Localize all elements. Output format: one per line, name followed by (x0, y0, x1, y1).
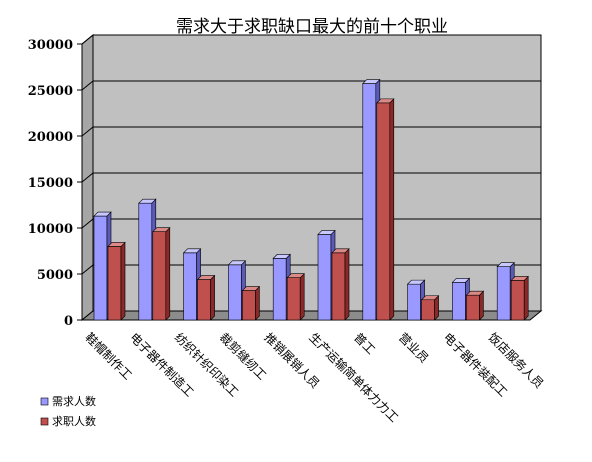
bar-front (510, 280, 525, 321)
gridline (81, 34, 541, 45)
bar-side (523, 275, 529, 321)
bar-front (272, 258, 287, 321)
bar-front (331, 252, 346, 321)
bar-top (331, 248, 350, 254)
bar-series-2 (376, 98, 395, 321)
bar-top (107, 242, 126, 247)
bar-front (376, 102, 391, 321)
bar-top (496, 262, 515, 267)
bar-top (451, 277, 471, 283)
bar-series-2 (152, 226, 171, 321)
bar-side (479, 290, 484, 321)
x-category-label: 鞋帽制作工 (82, 330, 135, 383)
bar-side (165, 226, 171, 321)
bar-side (389, 98, 395, 321)
chart-title: 需求大于求职缺口最大的前十个职业 (176, 17, 448, 37)
bar-side (299, 272, 305, 321)
bar-top (93, 211, 112, 217)
bar-top (376, 98, 395, 104)
bar-series-2 (420, 295, 440, 321)
y-axis-tick-labels: 0 5000 10000 15000 20000 25000 30000 (28, 38, 73, 329)
bar-series-2 (510, 275, 529, 321)
bar-front (407, 283, 421, 321)
bar-front (138, 202, 153, 321)
bar-front (317, 234, 332, 321)
bar-series-2 (286, 272, 305, 321)
legend-label-series-1: 需求人数 (52, 395, 96, 408)
bar-series-2 (196, 274, 216, 321)
bar-top (138, 198, 157, 204)
legend-label-series-2: 求职人数 (52, 415, 96, 428)
bar-side (255, 285, 260, 321)
bar-top (465, 290, 485, 296)
bar-series-2 (331, 248, 350, 321)
bar-top (510, 276, 529, 281)
bar-front (93, 215, 108, 321)
y-tick-label: 30000 (28, 38, 73, 53)
y-tick-label: 20000 (28, 130, 73, 145)
bar-series-2 (241, 285, 261, 321)
bar-top (286, 273, 305, 278)
bar-front (183, 252, 197, 321)
legend-swatch-series-2 (40, 417, 49, 426)
x-category-label: 普工 (351, 330, 378, 357)
chart-bars (93, 78, 529, 321)
bar-top (362, 79, 381, 84)
bar-top (272, 254, 291, 259)
bar-top (420, 295, 440, 301)
bar-series-1 (227, 260, 247, 321)
bar-front (286, 277, 301, 321)
y-tick-label: 10000 (28, 222, 73, 237)
bar-top (406, 279, 426, 285)
y-tick-label: 0 (64, 314, 73, 329)
bar-front (421, 299, 435, 321)
bar-side (210, 274, 215, 321)
bar-top (241, 286, 261, 291)
bar-front (466, 294, 480, 321)
bar-front (152, 231, 167, 321)
bar-front (452, 281, 466, 321)
chart-legend: 需求人数 求职人数 (40, 395, 96, 428)
legend-swatch-series-1 (40, 397, 49, 406)
y-tick-label: 15000 (28, 176, 73, 191)
bar-top (317, 230, 336, 235)
bar-front (242, 290, 256, 321)
bar-side (120, 241, 126, 321)
bar-front (362, 83, 377, 321)
bar-series-2 (465, 290, 485, 321)
bar-front (496, 266, 511, 321)
x-axis-category-labels: 鞋帽制作工电子器件制造工纺织针织印染工裁剪缝纫工推销展销人员生产运输简单体力力工… (82, 330, 547, 425)
y-tick-label: 25000 (28, 84, 73, 99)
y-tick-label: 5000 (37, 268, 73, 283)
bar-series-2 (107, 241, 126, 321)
bar-top (227, 260, 247, 266)
bar-front (107, 246, 122, 321)
bar-front (228, 264, 242, 321)
bar-front (197, 279, 211, 321)
bar-top (196, 275, 216, 280)
gridline (81, 80, 541, 91)
x-category-label: 营业员 (396, 330, 431, 365)
bar-top (182, 248, 202, 254)
x-category-label: 生产运输简单体力力工 (306, 330, 401, 425)
bar-top (152, 227, 171, 232)
bar-side (344, 248, 350, 321)
